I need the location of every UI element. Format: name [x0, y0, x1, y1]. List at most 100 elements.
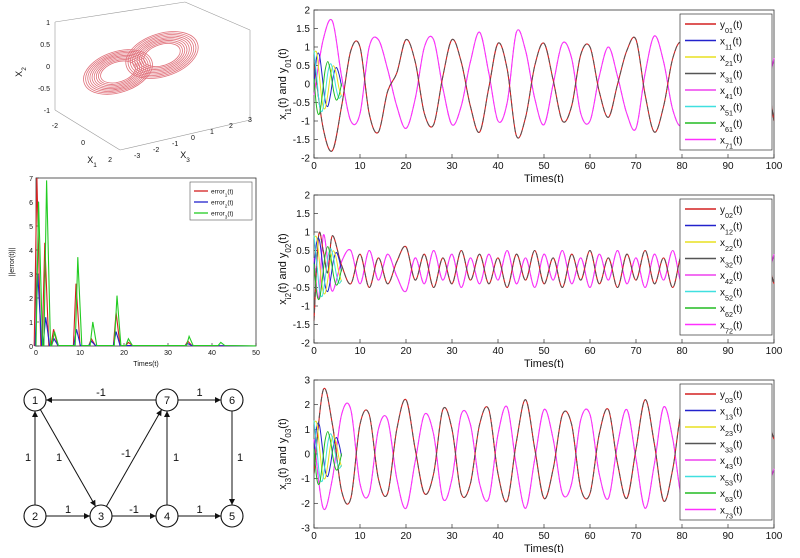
x-tick-label: 100 [766, 346, 783, 357]
y-tick-label: 0 [304, 265, 310, 276]
graph-node-label: 5 [229, 511, 235, 523]
x-tick-label: 50 [538, 531, 550, 542]
y-tick-label: 0.5 [296, 61, 310, 72]
edge-weight-label: 1 [65, 504, 71, 516]
graph-node-6 [220, 388, 244, 412]
y-tick-label: 1 [29, 320, 33, 327]
x-tick-label: 0 [311, 531, 317, 542]
attractor-panel: -1 -0.5 0 0.5 1 X2 -2 0 2 X1 -3 -2 -1 0 1 2 3 X3 [0, 0, 265, 170]
legend-entry: x32(t) [720, 255, 742, 270]
legend-entry: y03(t) [720, 390, 742, 405]
legend-entry: error1(t) [211, 189, 233, 198]
transient-series-line [313, 422, 343, 478]
y-tick-label: 7 [29, 176, 33, 183]
attractor-trajectory-loop [143, 43, 181, 67]
graph-node-label: 3 [98, 511, 104, 523]
y-tick-label: 3 [29, 272, 33, 279]
y-tick-label: 0.5 [296, 246, 310, 257]
attractor-trajectory-loop [132, 35, 192, 75]
axis-frame-line [184, 1, 251, 31]
attractor-z-tick: -2 [153, 147, 159, 154]
x-tick-label: 70 [630, 531, 642, 542]
edge-weight-label: 1 [237, 452, 243, 464]
y-axis-label: xi3(t) and y03(t) [277, 418, 293, 489]
attractor-x-tick: -2 [52, 123, 58, 130]
graph-node-4 [155, 504, 179, 528]
attractor-z-tick: 1 [210, 129, 214, 136]
graph-node-label: 1 [32, 395, 38, 407]
y-tick-label: -1 [301, 474, 310, 485]
x-tick-label: 30 [446, 346, 458, 357]
graph-node-label: 6 [229, 395, 235, 407]
axis-frame-line [54, 109, 121, 151]
x-tick-label: 0 [34, 350, 38, 357]
graph-node-5 [220, 504, 244, 528]
legend-entry: x31(t) [720, 70, 742, 85]
edge-weight-label: 1 [196, 504, 202, 516]
edge-weight-label: 1 [56, 452, 62, 464]
transient-series-line [313, 61, 343, 116]
legend-entry: x51(t) [720, 103, 742, 118]
series-panel-1: 0 10 20 30 40 50 60 70 80 90 100 -2 -1.5 -1 -0.5 0 0.5 1 1… [272, 0, 800, 185]
graph-node-7 [155, 388, 179, 412]
transient-series-line [313, 420, 343, 483]
y-axis-label: ||error(t)|| [9, 247, 16, 276]
y-tick-label: 0 [304, 450, 310, 461]
legend-entry: x43(t) [720, 456, 742, 471]
attractor-x-tick: 0 [81, 140, 85, 147]
series-panel-3: 0 10 20 30 40 50 60 70 80 90 100 -3 -2 -1 0 1 2 3 Times(t)… [272, 370, 800, 555]
legend-entry: x52(t) [720, 288, 742, 303]
attractor-y-tick: 0.5 [40, 42, 50, 49]
attractor-y-label: X2 [14, 67, 28, 77]
x-tick-label: 80 [676, 531, 688, 542]
network-graph: -1 1 1 1 -1 1 -1 1 1 1 1 2 3 4 5 6 7 [23, 387, 244, 528]
attractor-trajectory-loop [83, 49, 153, 95]
y-tick-label: 2 [304, 191, 310, 202]
y-tick-label: 1 [304, 43, 310, 54]
attractor-trajectory-loop [125, 31, 199, 79]
time-series-chart-2: 0 10 20 30 40 50 60 70 80 90 100 -2 -1.5 -1 -0.5 0 0.5 1 1… [277, 191, 783, 371]
attractor-trajectory-loop [95, 57, 141, 87]
x-tick-label: 60 [584, 346, 596, 357]
attractor-y-tick: -0.5 [38, 86, 50, 93]
transient-series-line [313, 420, 343, 480]
x-tick-label: 80 [676, 346, 688, 357]
legend-entry: x21(t) [720, 53, 742, 68]
attractor-trajectory-loop [89, 53, 147, 91]
y-axis-label: xi1(t) and y01(t) [277, 48, 293, 119]
legend-entry: x62(t) [720, 304, 742, 319]
attractor-z-tick: 2 [229, 123, 233, 130]
legend-box [189, 181, 253, 221]
legend-entry: x11(t) [720, 37, 742, 52]
y-tick-label: 2 [304, 6, 310, 17]
attractor-x-tick: 2 [108, 157, 112, 164]
y-tick-label: 1.5 [296, 24, 310, 35]
attractor-y-tick: 0 [46, 64, 50, 71]
attractor-z-tick: -1 [172, 141, 178, 148]
attractor-trajectory-loop [138, 40, 186, 70]
graph-node-2 [23, 504, 47, 528]
y-axis-label: xi2(t) and y02(t) [277, 233, 293, 304]
x-tick-label: 10 [354, 531, 366, 542]
y-tick-label: -1.5 [293, 320, 311, 331]
attractor-trajectory-loop [136, 38, 188, 72]
edge-weight-label: 1 [173, 452, 179, 464]
x-tick-label: 10 [76, 350, 84, 357]
x-tick-label: 30 [446, 161, 458, 172]
transient-series-line [313, 237, 343, 293]
attractor-z-label: X3 [180, 150, 190, 164]
attractor-trajectory-loop [87, 52, 149, 92]
attractor-y-tick: 1 [46, 20, 50, 27]
attractor-trajectory-loop [141, 41, 183, 69]
y-tick-label: -2 [301, 339, 310, 350]
x-tick-label: 0 [311, 346, 317, 357]
x-tick-label: 20 [120, 350, 128, 357]
y-tick-label: 1 [304, 425, 310, 436]
x-tick-label: 40 [492, 346, 504, 357]
x-tick-label: 10 [354, 346, 366, 357]
attractor-z-tick: 3 [248, 117, 252, 124]
x-tick-label: 90 [722, 346, 734, 357]
edge-weight-label: 1 [25, 452, 31, 464]
graph-node-label: 4 [164, 511, 170, 523]
x-tick-label: 10 [354, 161, 366, 172]
